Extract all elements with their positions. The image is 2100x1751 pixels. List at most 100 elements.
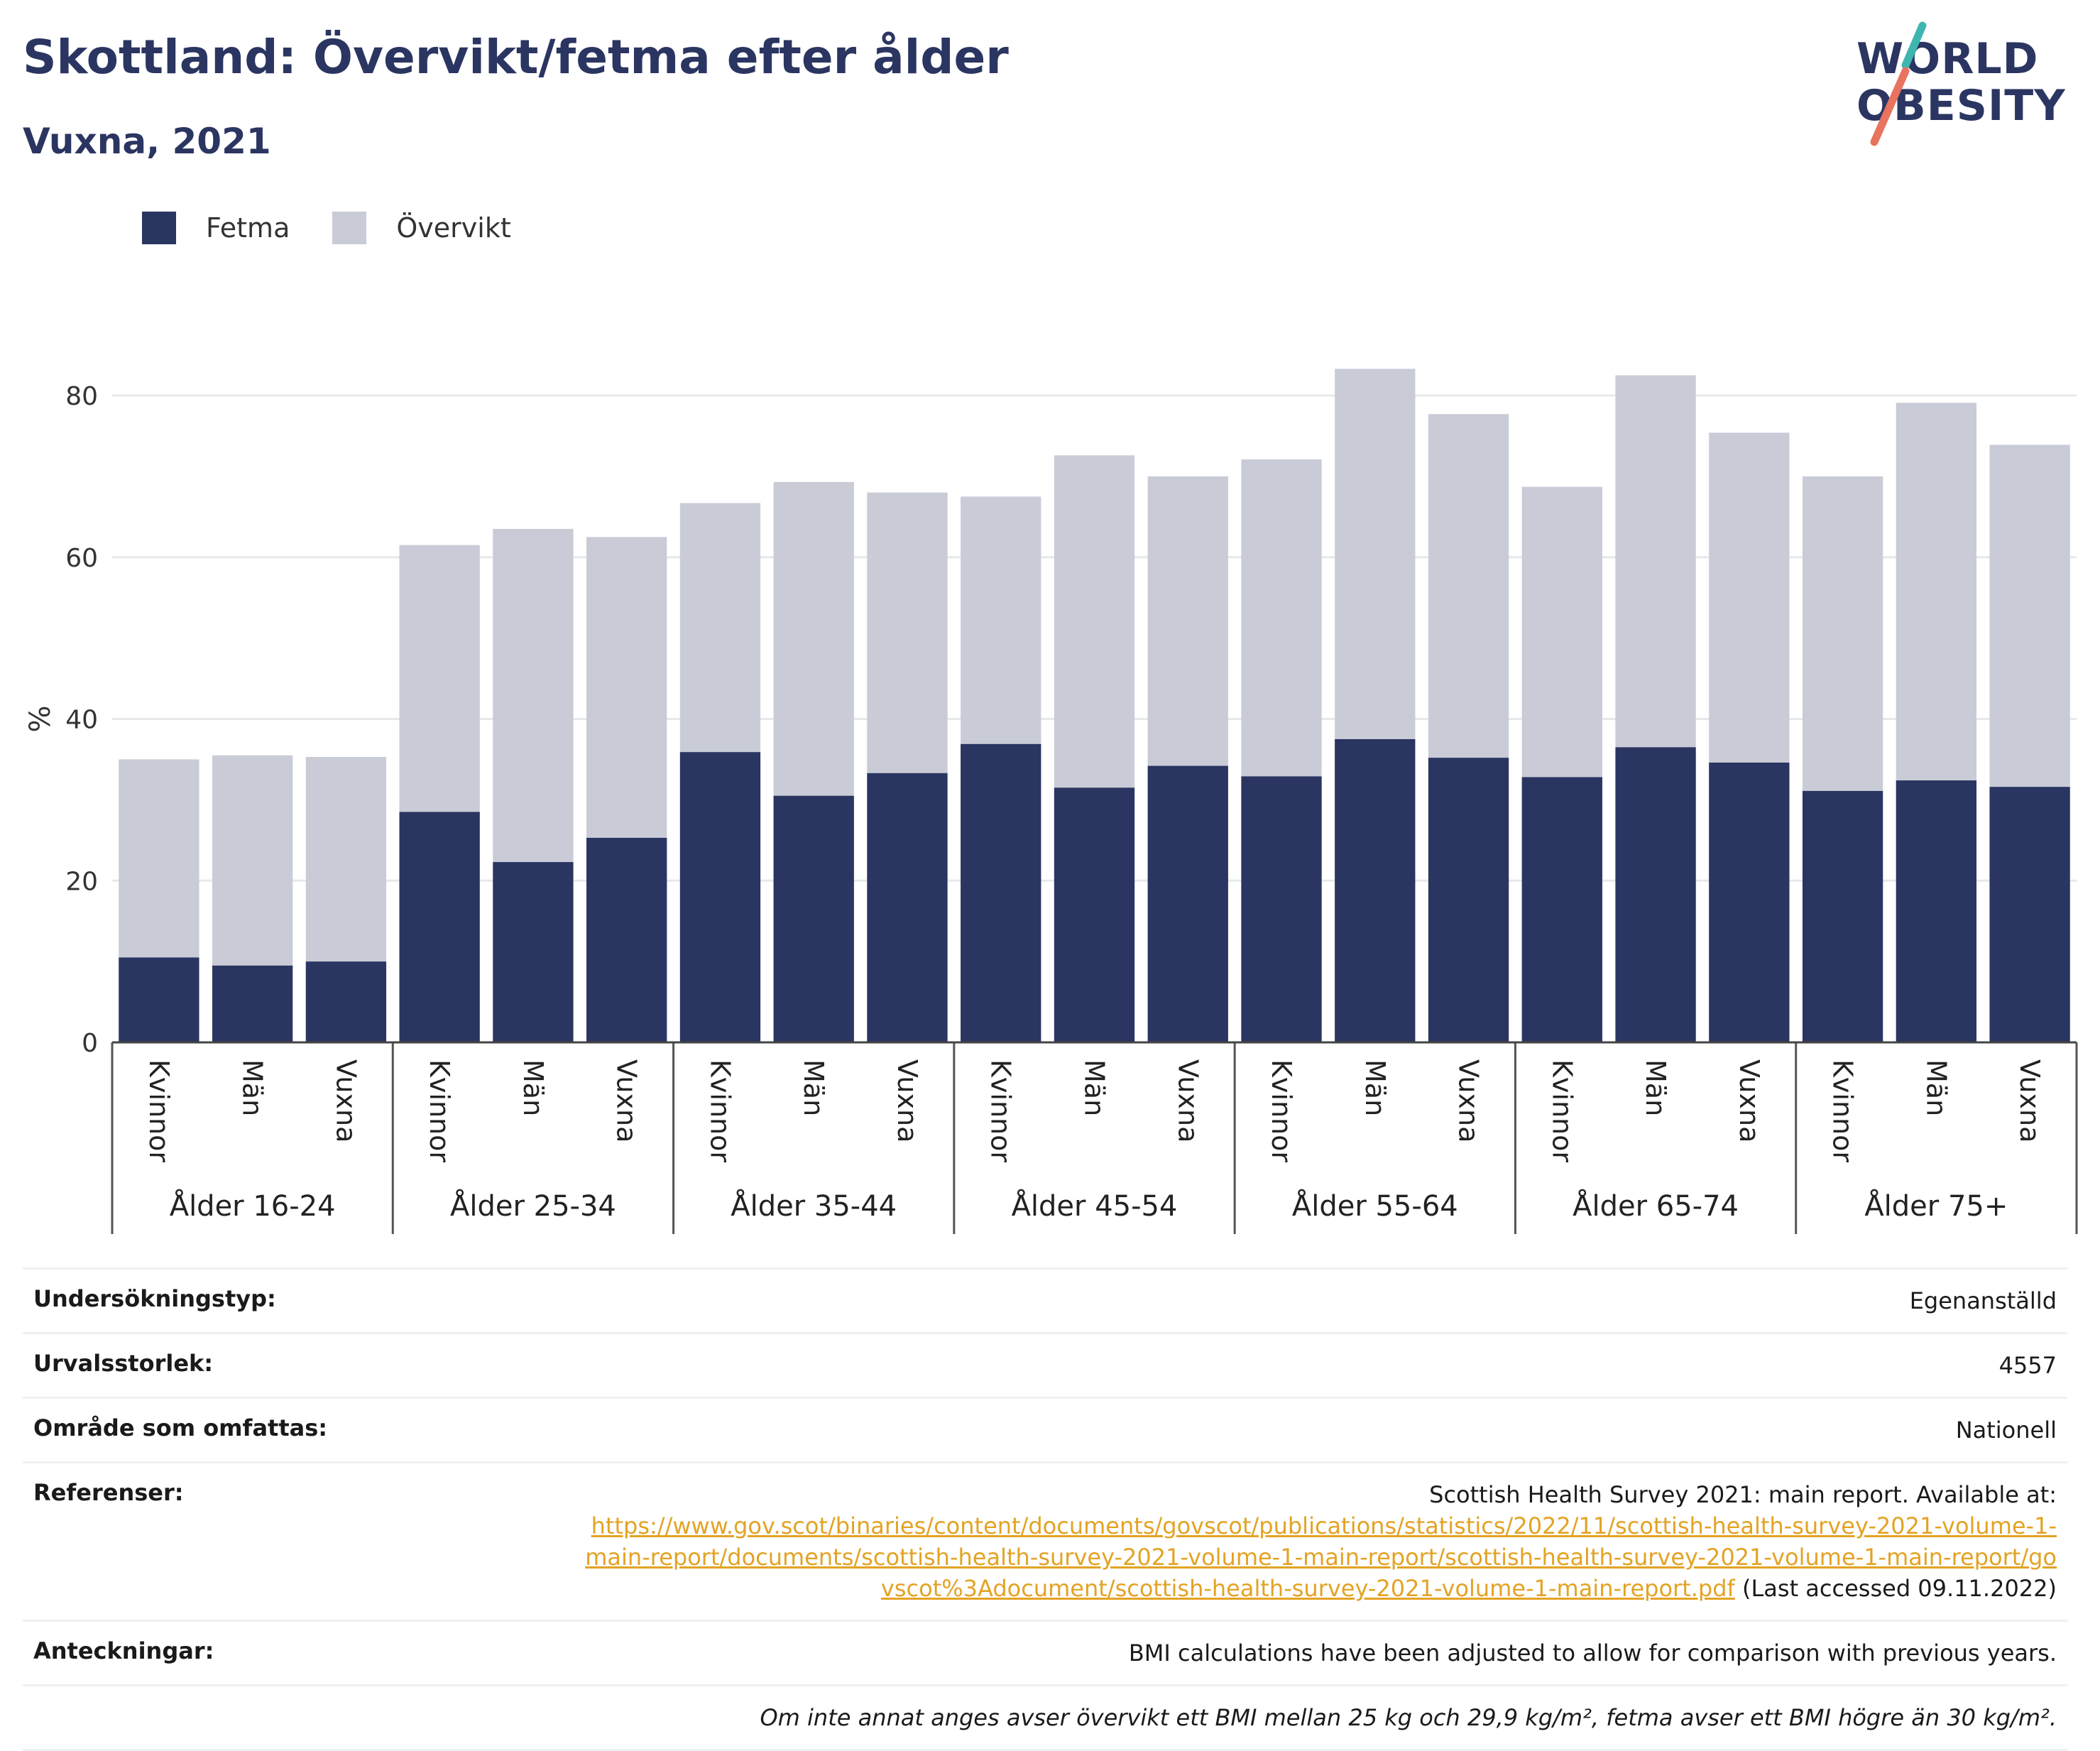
- legend-swatch-fetma: [142, 212, 176, 244]
- bar-fetma: [1615, 747, 1696, 1042]
- info-row-survey-type: Undersökningstyp: Egenanställd: [23, 1267, 2067, 1332]
- bar-fetma: [1428, 758, 1509, 1042]
- bar-fetma: [1147, 765, 1228, 1042]
- x-category-label: Kvinnor: [704, 1059, 735, 1162]
- x-category-label: Vuxna: [611, 1059, 642, 1142]
- survey-type-label: Undersökningstyp:: [33, 1285, 276, 1312]
- bar-fetma: [679, 752, 761, 1042]
- bar-overvikt: [961, 496, 1041, 744]
- definition-note: Om inte annat anges avser övervikt ett B…: [760, 1704, 2057, 1731]
- legend-item-overvikt[interactable]: Övervikt: [332, 212, 511, 244]
- x-category-label: Män: [237, 1059, 268, 1116]
- references-value: Scottish Health Survey 2021: main report…: [580, 1479, 2057, 1604]
- references-label: Referenser:: [33, 1479, 184, 1506]
- chart-subtitle: Vuxna, 2021: [23, 121, 271, 162]
- chart-legend: Fetma Övervikt: [142, 212, 554, 244]
- x-category-label: Kvinnor: [143, 1059, 175, 1162]
- bar-fetma: [305, 961, 387, 1042]
- x-category-label: Män: [1360, 1059, 1391, 1116]
- survey-info-table: Undersökningstyp: Egenanställd Urvalssto…: [23, 1267, 2067, 1751]
- bar-overvikt: [679, 503, 761, 753]
- y-tick-label: 0: [82, 1029, 98, 1058]
- x-group-label: Ålder 65-74: [1573, 1189, 1739, 1223]
- x-category-label: Kvinnor: [1266, 1059, 1297, 1162]
- chart-title: Skottland: Övervikt/fetma efter ålder: [23, 30, 1009, 84]
- bar-fetma: [961, 743, 1041, 1042]
- y-axis-label: %: [24, 705, 57, 732]
- logo-line-1: WORLD: [1856, 34, 2039, 84]
- bar-overvikt: [1054, 455, 1135, 788]
- y-tick-label: 40: [65, 706, 98, 735]
- bar-overvikt: [493, 528, 574, 863]
- bar-fetma: [1989, 787, 2070, 1042]
- bar-fetma: [1802, 790, 1883, 1042]
- info-row-notes: Anteckningar: BMI calculations have been…: [23, 1620, 2067, 1684]
- bar-fetma: [1335, 738, 1416, 1042]
- bar-fetma: [773, 795, 854, 1042]
- notes-value: BMI calculations have been adjusted to a…: [1128, 1640, 2057, 1667]
- bar-overvikt: [867, 492, 948, 773]
- bar-overvikt: [586, 537, 667, 838]
- x-group-label: Ålder 16-24: [170, 1189, 336, 1223]
- notes-label: Anteckningar:: [33, 1637, 214, 1664]
- references-accessed: (Last accessed 09.11.2022): [1741, 1575, 2057, 1602]
- references-link[interactable]: https://www.gov.scot/binaries/content/do…: [585, 1512, 2057, 1602]
- sample-size-value: 4557: [1998, 1352, 2057, 1379]
- x-category-label: Män: [798, 1059, 829, 1116]
- x-category-label: Kvinnor: [424, 1059, 455, 1162]
- bar-overvikt: [1428, 414, 1509, 758]
- bar-fetma: [1521, 777, 1602, 1042]
- bar-fetma: [1241, 776, 1322, 1042]
- x-category-label: Män: [1920, 1059, 1952, 1116]
- bar-fetma: [493, 862, 574, 1042]
- y-tick-label: 60: [65, 544, 98, 573]
- bar-overvikt: [773, 481, 854, 796]
- bar-fetma: [867, 773, 948, 1042]
- bar-fetma: [1054, 787, 1135, 1042]
- bar-fetma: [1709, 762, 1790, 1042]
- legend-swatch-overvikt: [332, 212, 367, 244]
- bar-overvikt: [1802, 476, 1883, 791]
- bar-overvikt: [1709, 432, 1790, 763]
- world-obesity-logo: WORLD OBESITY: [1846, 21, 2087, 149]
- info-row-references: Referenser: Scottish Health Survey 2021:…: [23, 1461, 2067, 1620]
- x-category-label: Vuxna: [892, 1059, 923, 1142]
- bar-fetma: [212, 965, 293, 1042]
- bar-overvikt: [212, 755, 293, 966]
- bar-overvikt: [399, 545, 480, 812]
- sample-size-label: Urvalsstorlek:: [33, 1350, 214, 1377]
- bar-overvikt: [119, 759, 199, 958]
- x-category-label: Vuxna: [1453, 1059, 1484, 1142]
- x-group-label: Ålder 55-64: [1292, 1189, 1458, 1223]
- bar-fetma: [119, 957, 199, 1042]
- bar-fetma: [1896, 780, 1977, 1042]
- bar-overvikt: [305, 757, 387, 962]
- survey-type-value: Egenanställd: [1909, 1287, 2057, 1314]
- x-category-label: Vuxna: [1734, 1059, 1765, 1142]
- info-row-area: Område som omfattas: Nationell: [23, 1397, 2067, 1461]
- x-group-label: Ålder 75+: [1864, 1189, 2008, 1223]
- x-category-label: Kvinnor: [985, 1059, 1017, 1162]
- references-text: Scottish Health Survey 2021: main report…: [1429, 1481, 2057, 1508]
- bar-overvikt: [1335, 369, 1416, 739]
- legend-item-fetma[interactable]: Fetma: [142, 212, 290, 244]
- x-category-label: Vuxna: [330, 1059, 361, 1142]
- info-row-definition: Om inte annat anges avser övervikt ett B…: [23, 1684, 2067, 1751]
- legend-label-fetma: Fetma: [206, 212, 290, 244]
- legend-label-overvikt: Övervikt: [396, 212, 511, 244]
- x-category-label: Män: [518, 1059, 549, 1116]
- y-tick-label: 20: [65, 867, 98, 896]
- y-tick-label: 80: [65, 382, 98, 411]
- x-category-label: Vuxna: [2014, 1059, 2045, 1142]
- bar-fetma: [586, 837, 667, 1042]
- bar-overvikt: [1615, 375, 1696, 748]
- x-category-label: Män: [1640, 1059, 1671, 1116]
- stacked-bar-chart: 0 20 40 60 80% Kvinnor Män Vuxna Ålder 16-24 Kvin…: [24, 369, 2078, 1234]
- bar-overvikt: [1147, 476, 1228, 766]
- x-group-label: Ålder 25-34: [450, 1189, 616, 1223]
- info-row-sample-size: Urvalsstorlek: 4557: [23, 1332, 2067, 1397]
- x-category-label: Män: [1079, 1059, 1110, 1116]
- bar-overvikt: [1989, 444, 2070, 787]
- area-value: Nationell: [1955, 1417, 2057, 1444]
- x-category-label: Vuxna: [1172, 1059, 1203, 1142]
